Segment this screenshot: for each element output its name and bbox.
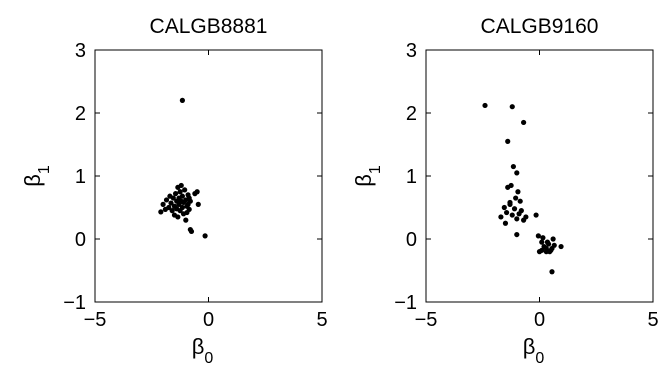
x-axis-label-main: β bbox=[523, 334, 536, 359]
y-axis-label-main: β bbox=[351, 174, 376, 187]
data-point bbox=[175, 214, 181, 220]
data-point bbox=[558, 243, 564, 250]
y-tick-label: 1 bbox=[406, 166, 417, 188]
data-point bbox=[179, 97, 185, 103]
x-tick-label: 0 bbox=[203, 309, 214, 331]
y-axis-label: β1 bbox=[20, 165, 53, 187]
x-axis-label-subscript: 0 bbox=[535, 350, 544, 367]
y-tick-label: −1 bbox=[63, 292, 86, 314]
data-point bbox=[177, 189, 183, 195]
data-point bbox=[551, 242, 557, 248]
data-point bbox=[168, 200, 174, 206]
data-point bbox=[521, 119, 527, 126]
data-point bbox=[541, 243, 547, 250]
data-point bbox=[202, 233, 208, 239]
y-tick-label: 2 bbox=[406, 103, 417, 125]
data-point bbox=[509, 104, 515, 110]
x-axis-label-subscript: 0 bbox=[204, 350, 213, 367]
chart-title: CALGB8881 bbox=[150, 15, 268, 38]
y-axis-label-subscript: 1 bbox=[367, 165, 384, 174]
y-tick-label: 2 bbox=[75, 103, 86, 125]
x-axis-label: β0 bbox=[192, 334, 214, 367]
data-point bbox=[515, 189, 521, 195]
y-axis-label: β1 bbox=[351, 165, 384, 187]
data-point bbox=[549, 269, 555, 275]
data-point bbox=[498, 214, 504, 220]
plot-frame bbox=[425, 49, 654, 303]
x-axis-label: β0 bbox=[523, 334, 545, 367]
y-tick-label: 0 bbox=[75, 229, 86, 251]
data-point bbox=[194, 189, 200, 195]
data-point bbox=[169, 208, 175, 214]
data-point bbox=[535, 233, 541, 239]
data-point bbox=[503, 209, 510, 216]
data-point bbox=[533, 212, 539, 218]
data-point bbox=[511, 206, 518, 212]
data-point bbox=[505, 184, 511, 190]
data-point bbox=[539, 247, 545, 253]
y-tick-label: 3 bbox=[75, 40, 86, 62]
data-point bbox=[183, 217, 189, 223]
data-point bbox=[195, 201, 201, 207]
y-tick-label: 0 bbox=[406, 229, 417, 251]
x-tick-label: −5 bbox=[415, 309, 438, 331]
data-point bbox=[523, 214, 529, 220]
data-point bbox=[507, 199, 513, 206]
y-axis-label-main: β bbox=[20, 174, 45, 187]
x-tick-label: 0 bbox=[534, 309, 545, 331]
data-point bbox=[188, 228, 195, 235]
data-point bbox=[513, 195, 519, 201]
data-point bbox=[539, 239, 545, 245]
data-point bbox=[179, 193, 185, 199]
chart-title: CALGB9160 bbox=[481, 15, 599, 38]
y-tick-label: 1 bbox=[75, 166, 86, 188]
data-point bbox=[502, 220, 509, 226]
data-point bbox=[182, 187, 188, 193]
data-point bbox=[166, 204, 172, 211]
data-point bbox=[516, 211, 522, 217]
data-point bbox=[172, 191, 179, 197]
data-point bbox=[544, 239, 551, 245]
data-point bbox=[501, 204, 507, 211]
data-point bbox=[186, 206, 192, 212]
data-point bbox=[178, 182, 184, 189]
data-point bbox=[505, 138, 511, 144]
data-point bbox=[170, 195, 176, 201]
data-point bbox=[163, 197, 170, 203]
data-point bbox=[514, 216, 520, 222]
data-point bbox=[514, 170, 520, 176]
data-point bbox=[517, 198, 523, 204]
data-point bbox=[158, 209, 164, 215]
data-point bbox=[550, 236, 556, 242]
x-tick-label: 5 bbox=[316, 309, 327, 331]
data-point bbox=[482, 102, 488, 109]
x-tick-label: 5 bbox=[647, 309, 658, 331]
x-axis-label-main: β bbox=[192, 334, 205, 359]
data-point bbox=[179, 204, 185, 211]
x-tick-label: −5 bbox=[84, 309, 107, 331]
data-point bbox=[510, 163, 516, 170]
data-point bbox=[514, 231, 520, 238]
plot-frame bbox=[94, 49, 323, 303]
data-point bbox=[543, 249, 549, 255]
data-point bbox=[509, 212, 515, 218]
data-point bbox=[160, 201, 166, 207]
y-axis-label-subscript: 1 bbox=[36, 165, 53, 174]
data-point bbox=[187, 198, 193, 204]
y-tick-label: −1 bbox=[394, 292, 417, 314]
y-tick-label: 3 bbox=[406, 40, 417, 62]
data-point bbox=[548, 247, 554, 253]
data-point bbox=[540, 235, 546, 241]
